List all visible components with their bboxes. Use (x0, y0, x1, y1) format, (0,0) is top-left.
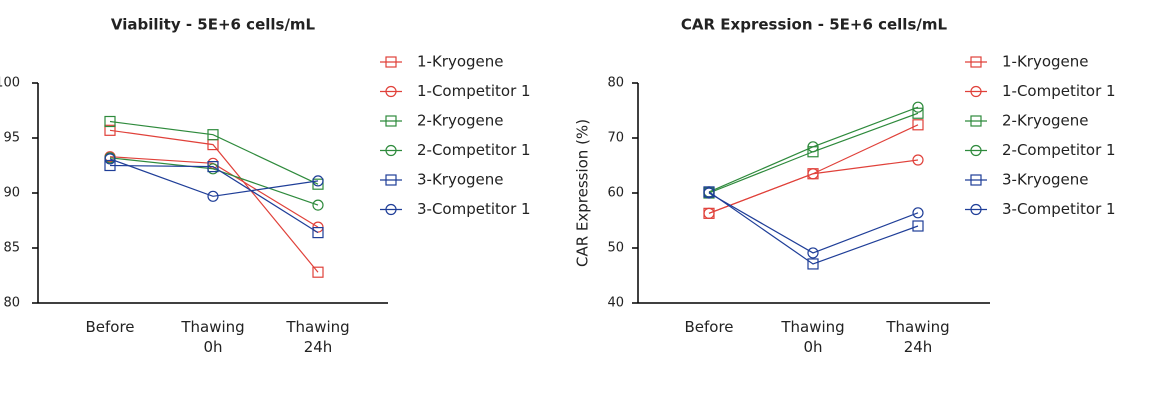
series-line (109, 164, 319, 234)
marker-circle (703, 207, 715, 219)
series-line (708, 191, 919, 265)
chart: CAR Expression - 5E+6 cells/mL CAR Expres… (574, 16, 1116, 356)
marker-square (104, 115, 116, 128)
chart-title: CAR Expression - 5E+6 cells/mL (681, 16, 948, 34)
x-tick-label: Before (684, 318, 733, 336)
x-tick-line: Thawing (285, 318, 349, 336)
series-line (708, 112, 919, 194)
x-tick-label: Thawing 24h (885, 318, 949, 356)
marker-circle (207, 190, 219, 202)
series-line (708, 106, 919, 193)
x-tick-line: Thawing (780, 318, 844, 336)
x-tick-label: Thawing 24h (285, 318, 349, 356)
marker-square (385, 115, 397, 127)
series-line (109, 120, 319, 185)
marker-circle (807, 247, 819, 259)
marker-circle (703, 187, 715, 199)
marker-square (104, 124, 116, 136)
y-tick-label: 100 (0, 76, 20, 91)
series-line (109, 158, 319, 197)
legend-label: 1-Kryogene (1002, 53, 1089, 71)
marker-square (207, 161, 219, 173)
y-tick-label: 80 (607, 76, 624, 91)
y-axis-label: CAR Expression (%) (574, 119, 592, 267)
series-line (109, 129, 319, 273)
chart: Viability - 5E+6 cells/mL 80 85 90 95 100 Befo… (0, 16, 531, 356)
x-tick-line: 0h (203, 338, 222, 356)
x-tick-label: Thawing 0h (180, 318, 244, 356)
x-tick-line: Before (85, 318, 134, 336)
marker-square (970, 56, 982, 68)
y-tick-label: 40 (607, 296, 624, 311)
legend-label: 1-Competitor 1 (417, 82, 531, 100)
marker-square (104, 159, 116, 172)
marker-circle (312, 199, 324, 211)
marker-square (912, 220, 924, 232)
marker-circle (912, 154, 924, 166)
y-tick-label: 95 (3, 131, 20, 146)
y-tick-label: 60 (607, 186, 624, 201)
marker-square (970, 174, 982, 186)
marker-circle (312, 175, 324, 187)
y-tick-label: 90 (3, 186, 20, 201)
marker-circle (807, 141, 819, 153)
series-line (109, 157, 319, 206)
x-tick-line: Thawing (180, 318, 244, 336)
y-tick-label: 70 (607, 131, 624, 146)
x-tick-label: Thawing 0h (780, 318, 844, 356)
y-tick-label: 85 (3, 241, 20, 256)
x-tick-label: Before (85, 318, 134, 336)
legend-label: 1-Kryogene (417, 53, 504, 71)
marker-square (807, 258, 819, 270)
legend-label: 1-Competitor 1 (1002, 82, 1116, 100)
marker-circle (912, 101, 924, 113)
series-line (708, 192, 919, 254)
marker-square (312, 266, 324, 278)
x-tick-line: 24h (304, 338, 333, 356)
marker-circle (104, 153, 116, 165)
x-tick-line: 0h (803, 338, 822, 356)
chart-title: Viability - 5E+6 cells/mL (111, 16, 316, 34)
marker-circle (970, 85, 982, 98)
marker-square (970, 115, 982, 127)
marker-square (207, 129, 219, 141)
marker-circle (970, 203, 982, 216)
legend-label: 3-Competitor 1 (1002, 200, 1116, 218)
marker-circle (912, 207, 924, 219)
legend-label: 3-Kryogene (1002, 171, 1089, 189)
marker-circle (385, 203, 397, 216)
marker-circle (385, 85, 397, 98)
x-tick-line: Thawing (885, 318, 949, 336)
legend-label: 2-Kryogene (417, 112, 504, 130)
legend-label: 2-Competitor 1 (1002, 141, 1116, 159)
x-tick-line: 24h (904, 338, 933, 356)
marker-square (312, 227, 324, 239)
marker-square (385, 174, 397, 186)
legend-label: 3-Competitor 1 (417, 200, 531, 218)
legend-label: 3-Kryogene (417, 171, 504, 189)
x-tick-line: Before (684, 318, 733, 336)
marker-square (912, 119, 924, 131)
marker-square (912, 107, 924, 119)
legend-label: 2-Competitor 1 (417, 141, 531, 159)
legend-label: 2-Kryogene (1002, 112, 1089, 130)
marker-circle (807, 168, 819, 180)
series-line (708, 159, 919, 214)
y-tick-label: 80 (3, 296, 20, 311)
y-tick-label: 50 (607, 241, 624, 256)
marker-square (312, 178, 324, 190)
marker-square (385, 56, 397, 68)
marker-circle (385, 144, 397, 157)
marker-circle (970, 144, 982, 157)
